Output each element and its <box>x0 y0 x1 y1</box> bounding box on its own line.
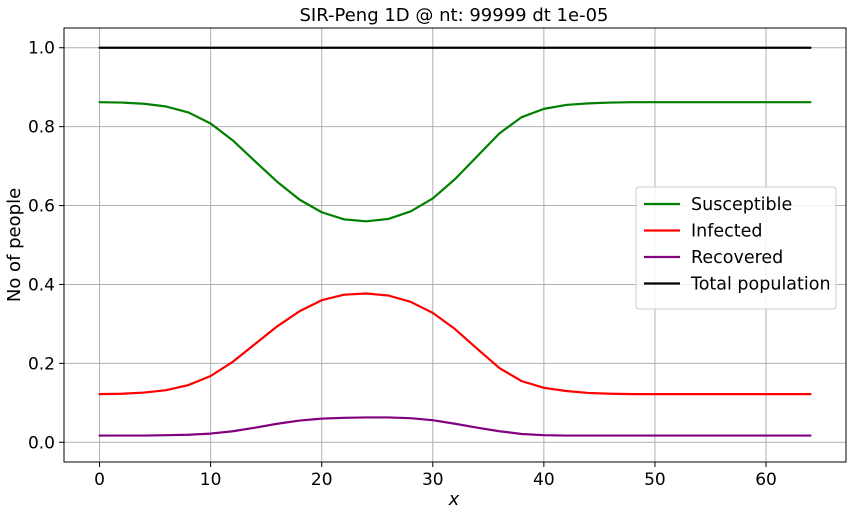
x-tick-label: 0 <box>94 470 105 490</box>
legend-label-susceptible: Susceptible <box>691 195 792 215</box>
y-tick-label: 0.2 <box>28 354 55 374</box>
chart-title: SIR-Peng 1D @ nt: 99999 dt 1e-05 <box>300 5 609 26</box>
series-line-infected <box>98 292 812 396</box>
series-line-susceptible <box>98 101 812 223</box>
y-tick-label: 0.8 <box>28 118 55 138</box>
x-tick-label: 40 <box>533 470 555 490</box>
x-axis-ticks: 0 10 20 30 40 50 60 <box>94 462 777 490</box>
y-axis-ticks: 0.0 0.2 0.4 0.6 0.8 1.0 <box>28 39 64 453</box>
legend-label-total-population: Total population <box>690 275 831 295</box>
legend: Susceptible Infected Recovered Total popula… <box>635 186 837 310</box>
y-tick-label: 0.4 <box>28 275 55 295</box>
series-lines <box>98 46 812 437</box>
y-tick-label: 0.6 <box>28 197 55 217</box>
x-tick-label: 30 <box>422 470 444 490</box>
series-line-recovered <box>98 416 812 437</box>
x-tick-label: 60 <box>755 470 777 490</box>
y-axis-label: No of people <box>4 188 25 302</box>
x-tick-label: 20 <box>311 470 333 490</box>
x-tick-label: 50 <box>644 470 666 490</box>
legend-label-recovered: Recovered <box>691 248 783 268</box>
x-tick-label: 10 <box>200 470 222 490</box>
y-tick-label: 0.0 <box>28 433 55 453</box>
legend-box <box>635 186 837 310</box>
x-axis-label: x <box>448 489 460 510</box>
y-tick-label: 1.0 <box>28 39 55 59</box>
plot-frame <box>63 27 847 463</box>
legend-label-infected: Infected <box>691 222 763 242</box>
